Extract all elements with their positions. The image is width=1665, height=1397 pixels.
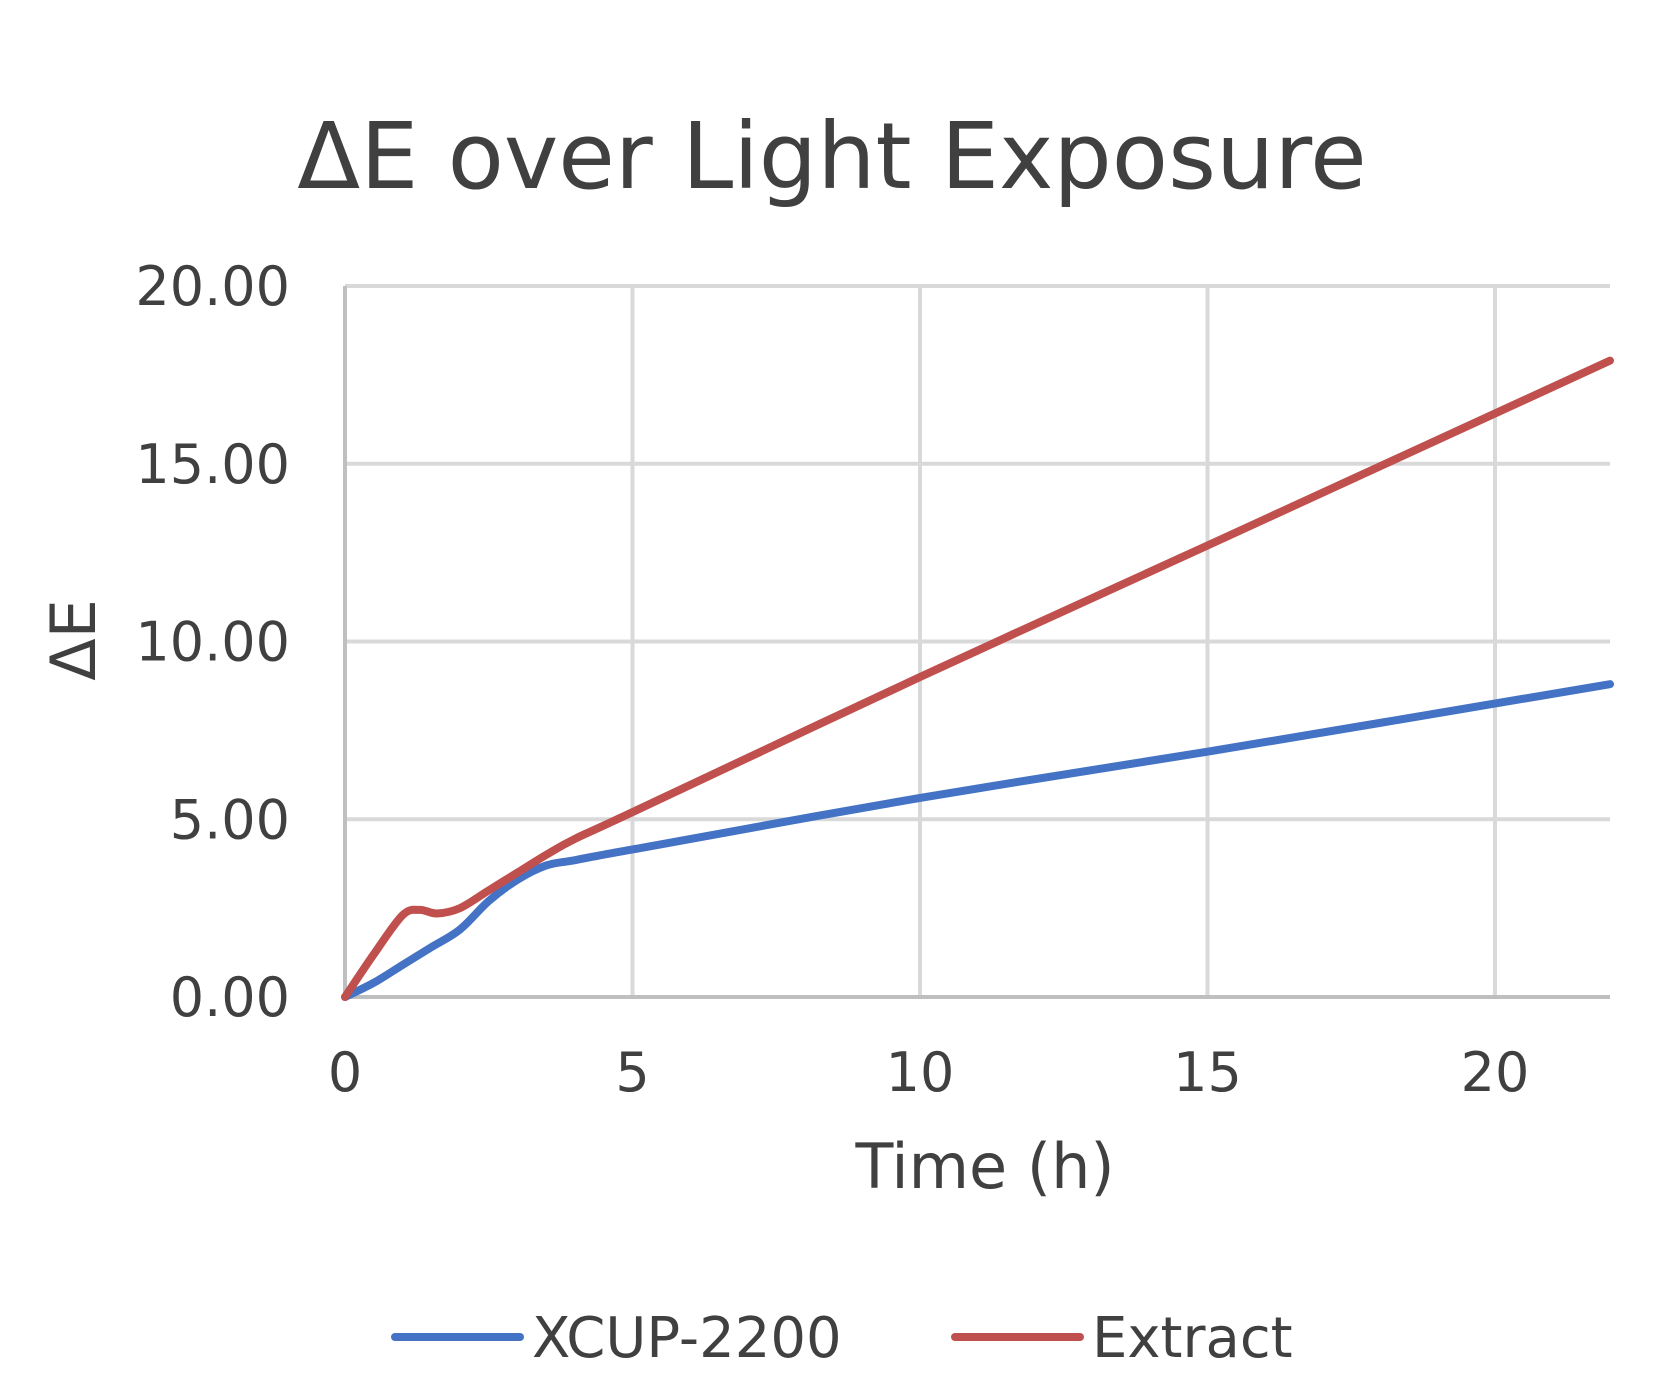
chart-title: ΔE over Light Exposure xyxy=(297,103,1366,210)
legend-item: XCUP-2200 xyxy=(391,1306,842,1371)
x-axis: 0 5 10 15 20 xyxy=(328,995,1610,1104)
y-tick-label: 20.00 xyxy=(135,255,290,318)
legend-label: XCUP-2200 xyxy=(532,1306,842,1371)
series-line-0 xyxy=(341,680,1614,1001)
y-axis: 0.00 5.00 10.00 15.00 20.00 xyxy=(135,255,347,1029)
legend-label: Extract xyxy=(1092,1306,1293,1371)
x-tick-label: 15 xyxy=(1173,1041,1242,1104)
y-axis-title: ΔE xyxy=(37,599,110,681)
x-tick-label: 5 xyxy=(615,1041,649,1104)
x-tick-label: 0 xyxy=(328,1041,362,1104)
y-tick-label: 10.00 xyxy=(135,611,290,674)
legend-item: Extract xyxy=(951,1306,1293,1371)
series-lines xyxy=(341,356,1614,1001)
grid xyxy=(345,284,1610,999)
y-tick-label: 5.00 xyxy=(170,788,290,851)
legend: XCUP-2200 Extract xyxy=(391,1306,1293,1371)
series-line-1 xyxy=(341,356,1614,1001)
x-tick-label: 10 xyxy=(886,1041,955,1104)
x-axis-title: Time (h) xyxy=(854,1130,1114,1203)
y-tick-label: 0.00 xyxy=(170,966,290,1029)
y-tick-label: 15.00 xyxy=(135,433,290,496)
x-tick-label: 20 xyxy=(1461,1041,1530,1104)
